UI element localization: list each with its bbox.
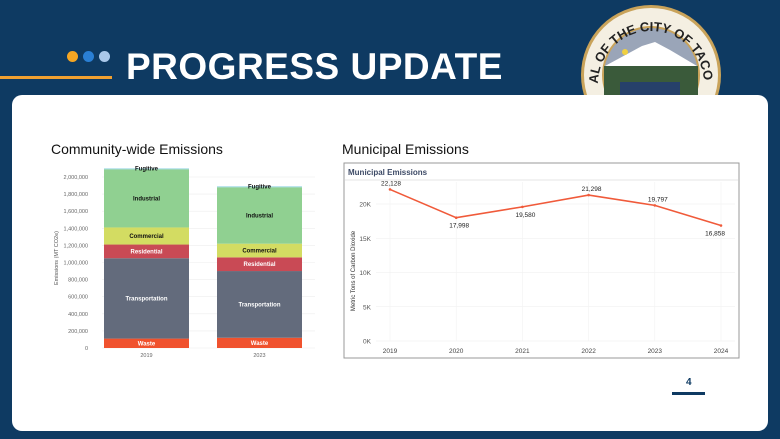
x-tick-label: 2020 xyxy=(449,348,464,355)
dot-orange xyxy=(67,51,78,62)
bar-segment-industrial xyxy=(104,169,189,228)
data-line xyxy=(389,188,722,227)
y-tick-label: 1,600,000 xyxy=(64,209,88,215)
y-axis-label: Emissions (MT CO2e) xyxy=(54,231,60,285)
segment-label: Commercial xyxy=(129,234,164,240)
y-tick-label: 800,000 xyxy=(68,278,88,284)
segment-label: Fugitive xyxy=(248,184,272,190)
y-tick-label: 0 xyxy=(85,346,88,352)
y-tick-label: 1,000,000 xyxy=(64,261,88,267)
segment-label: Industrial xyxy=(133,196,160,202)
page-title: PROGRESS UPDATE xyxy=(126,46,503,87)
chart-frame xyxy=(343,162,740,359)
y-tick-label: 0K xyxy=(363,339,372,346)
segment-label: Residential xyxy=(130,249,162,255)
y-tick-label: 15K xyxy=(359,236,371,243)
y-axis-label: Metric Tons of Carbon Dioxide xyxy=(351,230,357,311)
chart-title: Municipal Emissions xyxy=(348,168,428,177)
data-point xyxy=(719,224,723,227)
data-label: 19,580 xyxy=(515,212,535,219)
bar-segment-residential xyxy=(104,244,189,259)
data-label: 16,858 xyxy=(705,231,725,238)
bar-segment-transportation xyxy=(104,258,189,339)
page-number: 4 xyxy=(686,377,692,388)
segment-label: Fugitive xyxy=(135,166,159,172)
community-emissions-heading: Community-wide Emissions xyxy=(51,141,223,157)
bar-segment-fugitive xyxy=(217,186,302,188)
y-tick-label: 1,800,000 xyxy=(64,192,88,198)
y-tick-label: 5K xyxy=(363,304,372,311)
bar-segment-fugitive xyxy=(104,168,189,170)
x-tick-label: 2019 xyxy=(383,348,398,355)
x-tick-label: 2022 xyxy=(581,348,596,355)
dot-lightblue xyxy=(99,51,110,62)
municipal-emissions-chart: Municipal Emissions 0K 5K 10K 15K 20K 2019 2020… xyxy=(343,162,740,359)
page-number-underline xyxy=(672,392,705,395)
dot-blue xyxy=(83,51,94,62)
x-tick-label: 2023 xyxy=(253,353,265,359)
data-point xyxy=(454,216,458,220)
y-tick-label: 2,000,000 xyxy=(64,175,88,181)
segment-label: Waste xyxy=(251,341,269,347)
bar-segment-waste xyxy=(217,337,302,348)
x-tick-label: 2021 xyxy=(515,348,530,355)
x-tick-label: 2019 xyxy=(140,353,152,359)
data-point xyxy=(521,205,524,209)
y-tick-label: 600,000 xyxy=(68,295,88,301)
y-tick-label: 1,400,000 xyxy=(64,226,88,232)
data-point xyxy=(653,204,657,207)
data-label: 21,298 xyxy=(582,186,602,193)
y-tick-label: 20K xyxy=(359,202,371,209)
y-tick-label: 10K xyxy=(359,270,371,277)
y-tick-label: 1,200,000 xyxy=(64,243,88,249)
segment-label: Commercial xyxy=(242,249,277,255)
segment-label: Transportation xyxy=(125,296,167,302)
bar-segment-commercial xyxy=(104,227,189,245)
data-label: 17,998 xyxy=(449,223,469,230)
decorative-dots xyxy=(67,51,110,62)
x-tick-label: 2024 xyxy=(714,348,729,355)
segment-label: Industrial xyxy=(246,213,273,219)
bar-segment-commercial xyxy=(217,243,302,258)
municipal-emissions-heading: Municipal Emissions xyxy=(342,141,469,157)
bar-segment-transportation xyxy=(217,271,302,338)
data-label: 19,797 xyxy=(648,196,668,203)
y-tick-label: 200,000 xyxy=(68,329,88,335)
segment-label: Residential xyxy=(243,262,275,268)
x-tick-label: 2023 xyxy=(648,348,663,355)
data-point xyxy=(388,188,392,191)
accent-line xyxy=(0,76,112,79)
bar-segment-residential xyxy=(217,257,302,272)
y-tick-label: 400,000 xyxy=(68,312,88,318)
bar-segment-industrial xyxy=(217,187,302,244)
bar-segment-waste xyxy=(104,338,189,348)
data-label: 22,128 xyxy=(381,180,401,187)
segment-label: Waste xyxy=(138,341,156,347)
community-emissions-chart: 0 200,000 400,000 600,000 800,000 1,000,000 1,… xyxy=(54,166,315,359)
data-point xyxy=(587,193,590,197)
segment-label: Transportation xyxy=(238,302,280,308)
